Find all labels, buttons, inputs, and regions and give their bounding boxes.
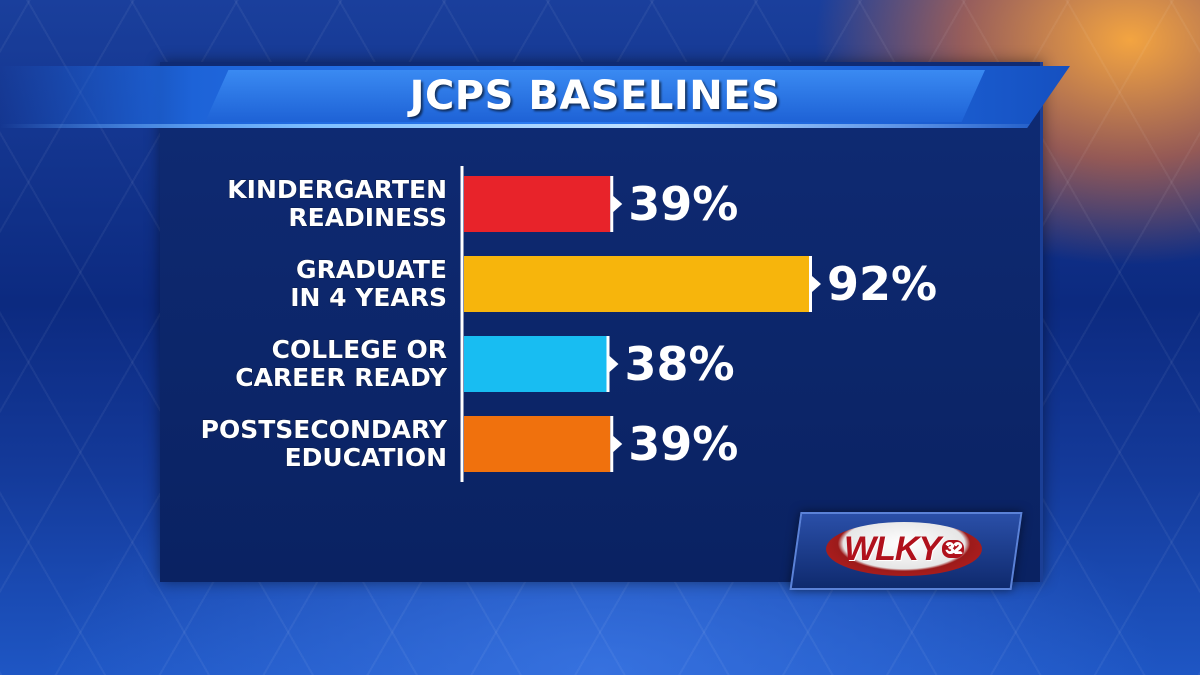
bar-pointer-3 [610, 416, 623, 472]
station-logo-text: WLKY [844, 529, 941, 568]
chart-title: JCPS BASELINES [409, 73, 781, 119]
category-label-1-line-1: IN 4 YEARS [290, 283, 447, 312]
value-label-0: 39% [628, 177, 738, 231]
value-label-3: 39% [628, 417, 738, 471]
category-label-2-line-1: CAREER READY [235, 363, 448, 392]
category-label-0-line-0: KINDERGARTEN [227, 175, 447, 204]
station-logo-channel: 32 [942, 540, 964, 558]
chart-panel [160, 62, 1043, 582]
station-logo: WLKY 32 [826, 522, 982, 576]
value-label-1: 92% [827, 257, 937, 311]
bar-2 [464, 336, 607, 392]
bar-pointer-0 [610, 176, 623, 232]
category-label-0-line-1: READINESS [288, 203, 447, 232]
value-label-2: 38% [625, 337, 735, 391]
bar-3 [464, 416, 611, 472]
title-plate [205, 70, 985, 122]
category-label-3-line-0: POSTSECONDARY [201, 415, 448, 444]
category-label-2-line-0: COLLEGE OR [272, 335, 447, 364]
bar-0 [464, 176, 611, 232]
category-label-1-line-0: GRADUATE [296, 255, 447, 284]
bar-pointer-2 [606, 336, 619, 392]
bar-1 [464, 256, 809, 312]
bar-pointer-1 [809, 256, 821, 312]
category-label-3-line-1: EDUCATION [285, 443, 447, 472]
